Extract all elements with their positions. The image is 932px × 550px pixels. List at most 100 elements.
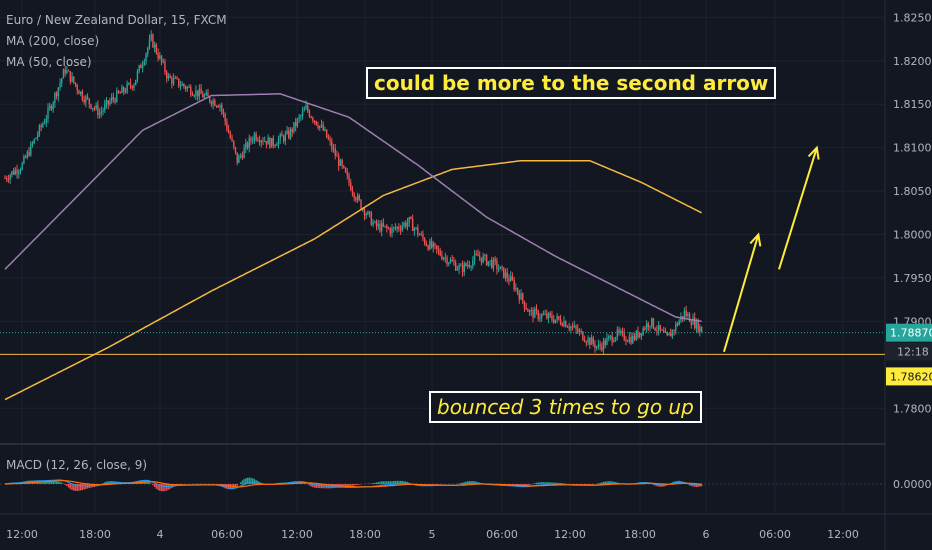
candle-body bbox=[604, 340, 606, 345]
candle-body bbox=[69, 71, 72, 82]
candle-body bbox=[356, 195, 359, 201]
candle-body bbox=[656, 330, 658, 332]
candle-body bbox=[620, 331, 622, 333]
candle-body bbox=[626, 341, 629, 343]
candle-body bbox=[174, 77, 176, 79]
candle-body bbox=[107, 100, 109, 105]
candle-body bbox=[645, 323, 648, 330]
candle-body bbox=[497, 269, 500, 271]
candle-body bbox=[61, 78, 63, 83]
candle-body bbox=[360, 199, 362, 209]
candle-body bbox=[638, 332, 641, 338]
candle-body bbox=[260, 140, 262, 143]
candle-body bbox=[647, 323, 649, 328]
projection-arrow bbox=[778, 147, 818, 270]
candle-body bbox=[284, 133, 287, 142]
candle-body bbox=[367, 211, 369, 215]
ma200-legend: MA (200, close) bbox=[6, 34, 100, 48]
candle-body bbox=[358, 195, 361, 200]
candle-body bbox=[628, 336, 631, 342]
candle-body bbox=[186, 87, 189, 89]
candle-body bbox=[159, 55, 161, 59]
candle-body bbox=[415, 227, 417, 229]
candle-body bbox=[301, 111, 304, 116]
candle-body bbox=[289, 128, 292, 139]
candle-body bbox=[81, 91, 84, 100]
candle-body bbox=[164, 61, 166, 73]
candle-body bbox=[24, 156, 27, 158]
candle-body bbox=[14, 169, 17, 175]
candle-body bbox=[523, 300, 526, 308]
candle-body bbox=[484, 254, 486, 257]
candle-body bbox=[375, 221, 378, 227]
candle-body bbox=[446, 257, 448, 264]
candle-body bbox=[128, 83, 130, 85]
candle-body bbox=[460, 265, 462, 267]
candle-body bbox=[350, 182, 352, 191]
candle-body bbox=[42, 123, 44, 127]
candle-body bbox=[534, 308, 536, 318]
candle-body bbox=[430, 241, 433, 248]
candle-body bbox=[554, 319, 557, 323]
candle-body bbox=[86, 96, 89, 99]
signal-line bbox=[5, 480, 702, 488]
candle-body bbox=[241, 155, 244, 158]
candle-body bbox=[303, 109, 305, 112]
candle-body bbox=[334, 148, 336, 156]
candle-body bbox=[489, 260, 491, 262]
candle-body bbox=[234, 147, 237, 153]
candle-body bbox=[183, 83, 185, 87]
candle-body bbox=[681, 316, 684, 318]
candle-body bbox=[537, 310, 539, 319]
candle-body bbox=[4, 178, 6, 180]
candle-body bbox=[387, 228, 390, 230]
candle-body bbox=[353, 193, 355, 199]
candle-body bbox=[104, 104, 106, 111]
candle-body bbox=[286, 130, 288, 134]
macd-tick-label: 0.00000 bbox=[893, 478, 932, 491]
candle-body bbox=[692, 317, 694, 325]
candle-body bbox=[700, 326, 703, 333]
candle-body bbox=[496, 260, 498, 270]
candle-body bbox=[71, 76, 73, 82]
candle-body bbox=[580, 331, 582, 333]
candle-body bbox=[116, 90, 118, 102]
candle-body bbox=[165, 72, 168, 79]
candle-body bbox=[448, 262, 450, 264]
candle-body bbox=[614, 337, 617, 341]
candle-body bbox=[33, 139, 35, 144]
candle-body bbox=[54, 93, 56, 103]
time-tick-label: 06:00 bbox=[759, 528, 791, 541]
candle-body bbox=[694, 317, 696, 329]
candle-body bbox=[422, 233, 424, 239]
candle-body bbox=[405, 222, 407, 227]
candle-body bbox=[21, 163, 23, 170]
candle-body bbox=[274, 145, 276, 147]
candle-body bbox=[262, 140, 264, 142]
time-tick-label: 6 bbox=[703, 528, 710, 541]
candle-body bbox=[339, 159, 342, 166]
candle-body bbox=[439, 250, 441, 256]
candle-body bbox=[594, 343, 596, 349]
candle-body bbox=[319, 125, 321, 129]
candle-body bbox=[623, 331, 625, 340]
candle-body bbox=[611, 335, 613, 343]
candle-body bbox=[618, 329, 620, 333]
candle-body bbox=[243, 148, 245, 158]
candle-body bbox=[444, 257, 447, 259]
candle-body bbox=[19, 169, 22, 172]
candle-body bbox=[408, 217, 410, 223]
candle-body bbox=[184, 86, 187, 89]
candle-body bbox=[589, 337, 591, 345]
candle-body bbox=[119, 92, 121, 94]
candle-body bbox=[337, 155, 340, 166]
candle-body bbox=[178, 78, 180, 87]
projection-arrowhead bbox=[749, 232, 762, 247]
candle-body bbox=[336, 155, 338, 157]
candle-body bbox=[666, 332, 668, 336]
candle-body bbox=[226, 121, 228, 130]
candle-body bbox=[699, 326, 701, 332]
price-tick-label: 1.80000 bbox=[893, 229, 932, 242]
candle-body bbox=[219, 105, 221, 108]
annotation-bottom: bounced 3 times to go up bbox=[429, 391, 702, 423]
